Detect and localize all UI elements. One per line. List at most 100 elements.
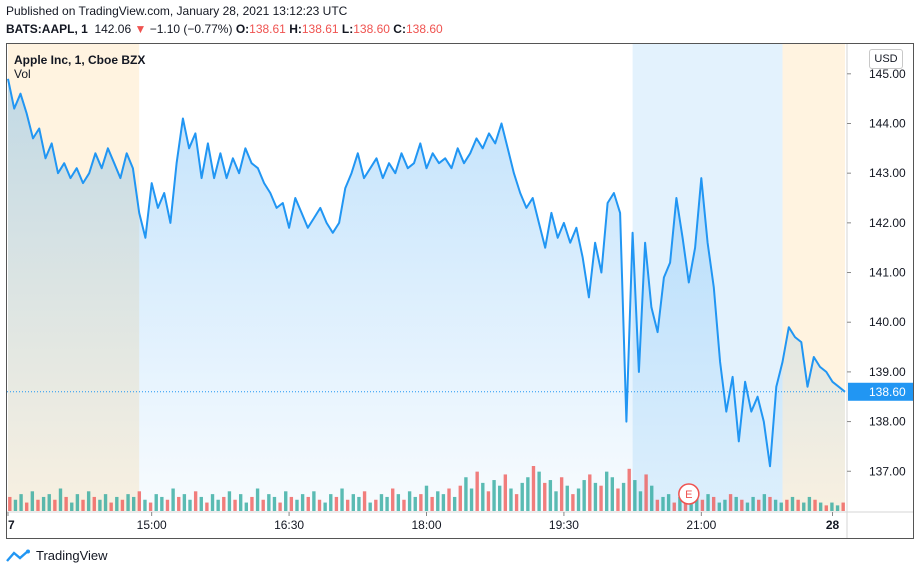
volume-bar-25 xyxy=(148,502,153,511)
volume-bar-116 xyxy=(661,496,665,511)
down-arrow-icon: ▼ xyxy=(134,22,147,36)
volume-bar-31 xyxy=(182,494,187,511)
chart-legend: Apple Inc, 1, Cboe BZX Vol xyxy=(14,53,145,81)
volume-bar-124 xyxy=(706,494,710,511)
currency-button[interactable]: USD xyxy=(869,49,903,69)
volume-bar-15 xyxy=(92,496,96,511)
volume-bar-18 xyxy=(109,502,113,511)
volume-bar-27 xyxy=(160,496,164,511)
volume-bar-119 xyxy=(678,496,682,511)
volume-bar-35 xyxy=(205,502,209,511)
volume-bar-3 xyxy=(25,502,29,511)
volume-bar-7 xyxy=(47,494,51,511)
volume-bar-46 xyxy=(267,494,271,511)
volume-bar-84 xyxy=(481,482,485,511)
volume-bar-123 xyxy=(700,499,705,511)
volume-bar-139 xyxy=(790,496,795,511)
volume-bar-20 xyxy=(120,499,125,511)
y-tick-label-1: 138.00 xyxy=(869,415,906,429)
volume-bar-55 xyxy=(317,499,322,511)
volume-bar-137 xyxy=(779,502,783,511)
y-tick-label-0: 137.00 xyxy=(869,464,906,478)
volume-bar-94 xyxy=(537,471,541,511)
volume-bar-29 xyxy=(171,488,175,511)
volume-bar-127 xyxy=(723,499,727,511)
volume-bar-109 xyxy=(621,482,626,511)
volume-bar-145 xyxy=(824,505,828,511)
close-label: C: xyxy=(393,22,406,36)
volume-bar-78 xyxy=(447,488,451,511)
volume-bar-146 xyxy=(830,502,834,511)
volume-bar-23 xyxy=(137,491,142,511)
x-tick-label-2: 16:30 xyxy=(274,518,304,532)
volume-bar-138 xyxy=(785,499,789,511)
volume-bar-95 xyxy=(543,482,547,511)
volume-bar-117 xyxy=(666,494,671,511)
volume-bar-112 xyxy=(638,491,643,511)
footer-brand[interactable]: TradingView xyxy=(36,548,108,563)
volume-bar-9 xyxy=(58,488,63,511)
volume-bar-14 xyxy=(86,491,91,511)
volume-bar-89 xyxy=(509,488,513,511)
volume-bar-30 xyxy=(177,496,181,511)
volume-bar-110 xyxy=(627,468,631,511)
volume-bar-42 xyxy=(244,502,249,511)
legend-title: Apple Inc, 1, Cboe BZX xyxy=(14,53,146,67)
volume-bar-67 xyxy=(385,496,389,511)
volume-bar-111 xyxy=(633,480,637,511)
earnings-marker-icon xyxy=(678,483,700,505)
volume-bar-53 xyxy=(306,496,310,511)
volume-bar-61 xyxy=(351,494,355,511)
volume-bar-105 xyxy=(599,485,603,511)
volume-bar-47 xyxy=(272,496,277,511)
volume-bar-52 xyxy=(300,494,305,511)
chart-frame xyxy=(6,43,914,539)
volume-bar-134 xyxy=(762,494,767,511)
legend-vol: Vol xyxy=(14,67,31,81)
open-label: O: xyxy=(235,22,250,36)
volume-bar-97 xyxy=(554,491,558,511)
volume-bar-85 xyxy=(486,491,491,511)
y-tick-label-4: 141.00 xyxy=(869,266,906,280)
volume-bar-32 xyxy=(188,499,192,511)
volume-bar-16 xyxy=(98,499,102,511)
symbol-label: BATS:AAPL, 1 xyxy=(6,22,88,36)
price-area xyxy=(8,78,845,512)
volume-bar-75 xyxy=(430,496,434,511)
low-value: 138.60 xyxy=(353,22,390,36)
volume-bar-66 xyxy=(379,494,384,511)
volume-bar-115 xyxy=(655,499,660,511)
volume-bar-83 xyxy=(475,471,479,511)
volume-bar-108 xyxy=(616,488,620,511)
volume-bar-65 xyxy=(374,499,378,511)
volume-bar-93 xyxy=(531,466,536,511)
volume-bar-69 xyxy=(396,494,401,511)
volume-bar-49 xyxy=(284,491,288,511)
volume-bar-98 xyxy=(559,477,564,511)
volume-bar-64 xyxy=(368,502,372,511)
volume-bar-5 xyxy=(36,499,40,511)
volume-bar-102 xyxy=(582,480,586,511)
price-line xyxy=(7,78,846,468)
volume-bar-113 xyxy=(644,474,648,511)
y-tick-label-5: 142.00 xyxy=(869,216,906,230)
volume-bar-2 xyxy=(19,494,23,511)
volume-bar-114 xyxy=(650,485,654,511)
volume-bar-39 xyxy=(227,491,232,511)
change-value: −1.10 (−0.77%) xyxy=(149,22,233,36)
volume-bar-141 xyxy=(802,502,806,511)
volume-bar-33 xyxy=(193,491,198,511)
volume-bar-0 xyxy=(8,496,12,511)
open-value: 138.61 xyxy=(249,22,286,36)
volume-bar-130 xyxy=(740,499,744,511)
volume-bar-57 xyxy=(329,494,333,511)
volume-bar-10 xyxy=(64,496,68,511)
y-tick-label-7: 144.00 xyxy=(869,116,906,130)
volume-bar-63 xyxy=(362,491,367,511)
y-tick-label-3: 140.00 xyxy=(869,315,906,329)
volume-bar-140 xyxy=(796,499,800,511)
volume-bar-28 xyxy=(165,499,170,511)
volume-bar-106 xyxy=(604,471,609,511)
volume-bar-38 xyxy=(222,496,226,511)
